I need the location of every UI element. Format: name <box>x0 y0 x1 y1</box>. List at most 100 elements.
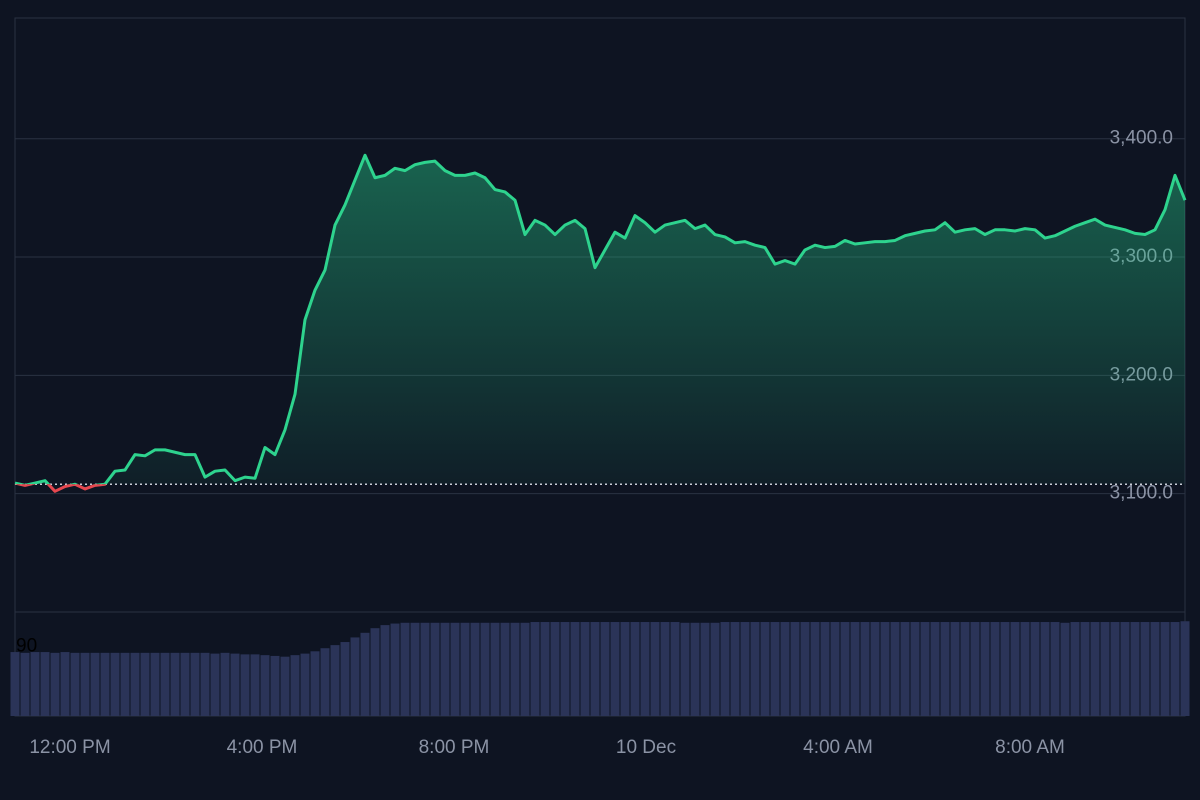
volume-bar <box>850 622 860 716</box>
volume-bar <box>240 654 250 716</box>
volume-bar <box>820 622 830 716</box>
volume-bar <box>580 622 590 716</box>
price-area <box>15 155 1185 485</box>
y-tick-label: 3,400.0 <box>1110 128 1173 149</box>
x-tick-label: 8:00 AM <box>995 737 1065 758</box>
x-tick-label: 4:00 AM <box>803 737 873 758</box>
volume-bar <box>210 653 220 716</box>
volume-bar <box>490 622 500 716</box>
volume-bar <box>100 652 110 716</box>
volume-bar <box>880 622 890 716</box>
volume-bar <box>1020 622 1030 716</box>
volume-bar <box>970 622 980 716</box>
volume-bar <box>350 637 360 716</box>
volume-bar <box>640 622 650 716</box>
volume-bar <box>1160 622 1170 716</box>
volume-bar <box>250 654 260 716</box>
volume-bar <box>160 652 170 716</box>
volume-bar <box>80 652 90 716</box>
volume-bar <box>530 622 540 716</box>
volume-bar <box>750 622 760 716</box>
volume-bar <box>430 622 440 716</box>
volume-bar <box>690 622 700 716</box>
volume-bar <box>1110 622 1120 716</box>
x-tick-label: 12:00 PM <box>29 737 110 758</box>
volume-bar <box>960 622 970 716</box>
volume-bar <box>800 622 810 716</box>
volume-bar <box>60 652 70 716</box>
volume-bar <box>710 622 720 716</box>
volume-bar <box>510 622 520 716</box>
volume-bar <box>500 622 510 716</box>
volume-bar <box>550 622 560 716</box>
volume-bar <box>340 642 350 716</box>
volume-bar <box>990 622 1000 716</box>
volume-bar <box>1180 621 1190 716</box>
volume-bar <box>870 622 880 716</box>
x-tick-label: 8:00 PM <box>419 737 490 758</box>
volume-bar <box>780 622 790 716</box>
volume-bar <box>1000 622 1010 716</box>
volume-bar <box>290 655 300 716</box>
volume-bar <box>560 622 570 716</box>
volume-bar <box>720 622 730 716</box>
volume-bar <box>140 652 150 716</box>
volume-bar <box>1120 622 1130 716</box>
volume-bar <box>1090 622 1100 716</box>
volume-bar <box>390 623 400 716</box>
volume-bar <box>170 652 180 716</box>
volume-bar <box>890 622 900 716</box>
volume-bar <box>470 622 480 716</box>
volume-bar <box>130 652 140 716</box>
volume-bar <box>320 648 330 716</box>
volume-bar <box>1050 622 1060 716</box>
volume-bar <box>1140 622 1150 716</box>
volume-bar <box>1030 622 1040 716</box>
volume-bar <box>930 622 940 716</box>
volume-bar <box>540 622 550 716</box>
volume-bar <box>20 652 30 716</box>
volume-bar <box>950 622 960 716</box>
volume-bar <box>410 622 420 716</box>
volume-bar <box>1100 622 1110 716</box>
volume-bar <box>840 622 850 716</box>
volume-bar <box>610 622 620 716</box>
volume-bar <box>620 622 630 716</box>
volume-bar <box>440 622 450 716</box>
volume-bar <box>590 622 600 716</box>
volume-bar <box>380 625 390 716</box>
volume-bar <box>790 622 800 716</box>
volume-bar <box>110 652 120 716</box>
volume-bar <box>600 622 610 716</box>
volume-bar <box>420 622 430 716</box>
volume-bar <box>90 652 100 716</box>
volume-bar <box>220 652 230 716</box>
volume-bar <box>570 622 580 716</box>
volume-bar <box>520 622 530 716</box>
volume-bar <box>300 653 310 716</box>
volume-bar <box>670 622 680 716</box>
volume-bar <box>260 655 270 716</box>
volume-bar <box>1130 622 1140 716</box>
volume-bar <box>70 652 80 716</box>
x-tick-label: 4:00 PM <box>227 737 298 758</box>
volume-bar <box>200 652 210 716</box>
volume-bar <box>230 653 240 716</box>
volume-bar <box>310 651 320 716</box>
volume-bar <box>860 622 870 716</box>
volume-tick-label: 90 <box>16 636 37 657</box>
volume-bar <box>30 652 40 716</box>
volume-bar <box>910 622 920 716</box>
volume-bar <box>700 622 710 716</box>
volume-bar <box>190 652 200 716</box>
volume-bar <box>10 652 20 716</box>
x-tick-label: 10 Dec <box>616 737 676 758</box>
volume-bar <box>660 622 670 716</box>
volume-bar <box>400 622 410 716</box>
volume-bar <box>680 622 690 716</box>
volume-bar <box>280 656 290 716</box>
volume-bar <box>330 645 340 716</box>
volume-bar <box>810 622 820 716</box>
volume-bar <box>650 622 660 716</box>
